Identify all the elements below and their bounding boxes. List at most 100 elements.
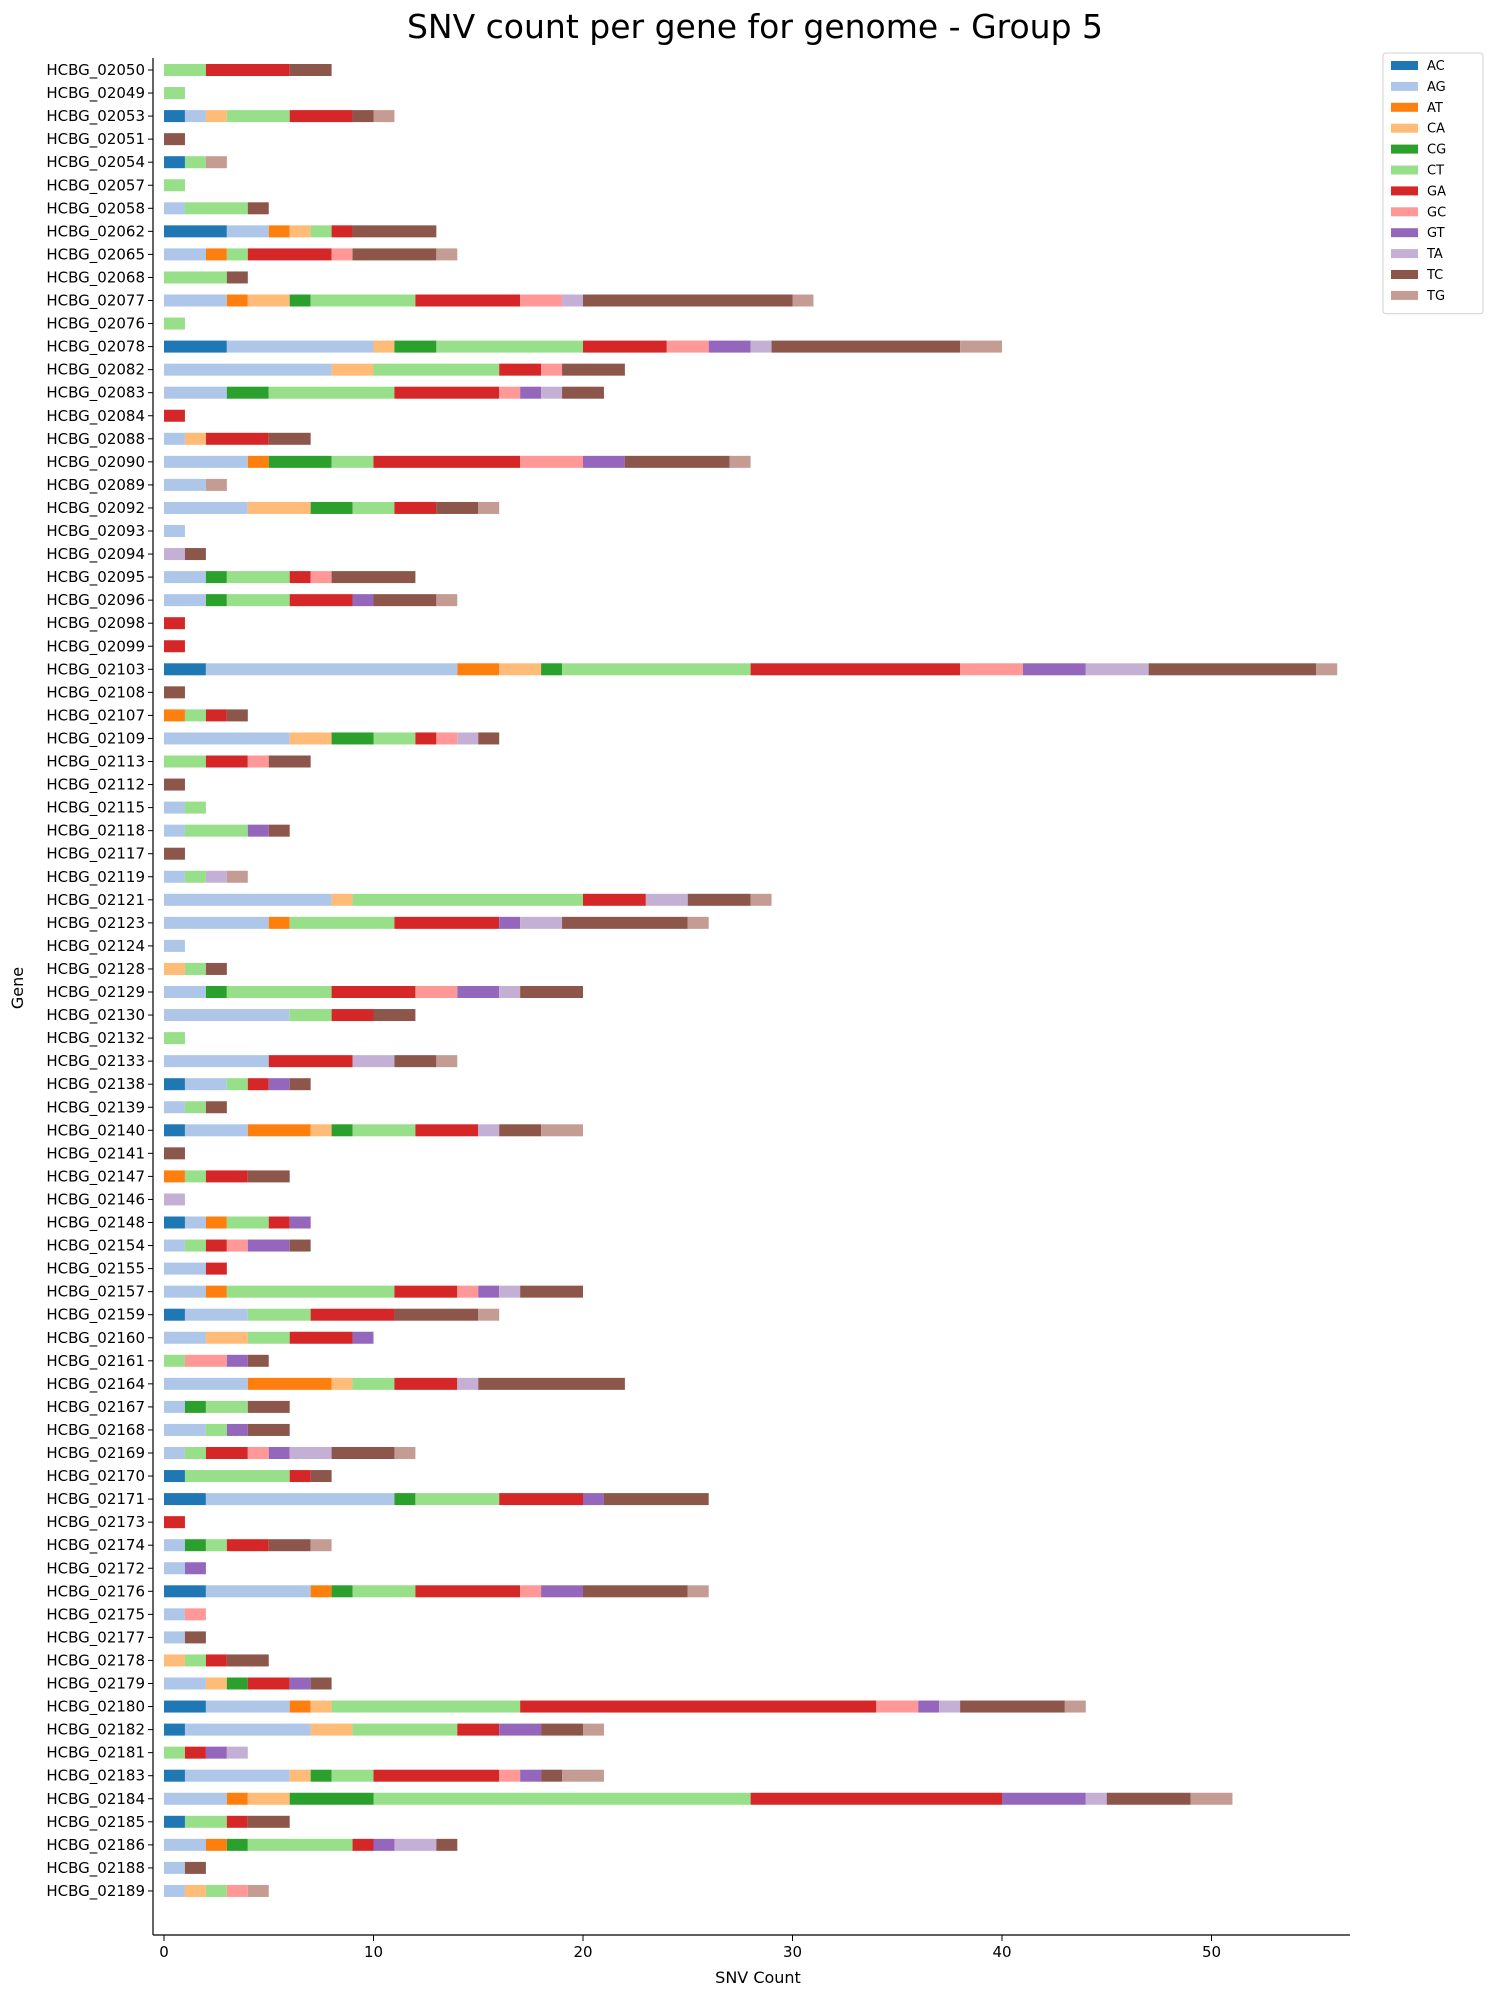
bar-segment-cg	[227, 387, 269, 399]
bar-segment-gt	[290, 1217, 311, 1229]
bar-segment-ag	[164, 1862, 185, 1874]
bar-segment-at	[206, 1217, 227, 1229]
bar-segment-ga	[206, 433, 269, 445]
bar-segment-gt	[1002, 1793, 1086, 1805]
bar-segment-ta	[499, 1286, 520, 1298]
bar-segment-gt	[248, 1240, 290, 1252]
y-tick-label: HCBG_02119	[46, 868, 145, 887]
bar-segment-ag	[164, 479, 206, 491]
bar-segment-ct	[436, 341, 583, 353]
bar-segment-ag	[164, 594, 206, 606]
bar-segment-tc	[164, 686, 185, 698]
y-tick-label: HCBG_02112	[46, 776, 145, 795]
bar-segment-gt	[499, 1724, 541, 1736]
y-tick-label: HCBG_02121	[46, 891, 145, 910]
bar-segment-ag	[164, 1240, 185, 1252]
bar-segment-at	[206, 1839, 227, 1851]
y-tick-label: HCBG_02175	[46, 1605, 145, 1624]
bar-segment-tc	[206, 963, 227, 975]
bar-segment-ga	[520, 1701, 876, 1713]
bar-segment-ct	[206, 1424, 227, 1436]
bar-segment-ag	[164, 917, 269, 929]
bar-segment-ct	[164, 1355, 185, 1367]
y-tick-label: HCBG_02180	[46, 1698, 145, 1717]
y-axis-title: Gene	[8, 967, 27, 1009]
bar-segment-ac	[164, 110, 185, 122]
bar-segment-tc	[583, 1585, 688, 1597]
bar-segment-cg	[290, 295, 311, 307]
bar-segment-ga	[415, 732, 436, 744]
bar-segment-tc	[185, 548, 206, 560]
bar-segment-ta	[562, 295, 583, 307]
bar-segment-cg	[227, 1678, 248, 1690]
y-tick-label: HCBG_02178	[46, 1651, 145, 1670]
bar-segment-tc	[604, 1493, 709, 1505]
bar-segment-gc	[520, 295, 562, 307]
bar-segment-ag	[164, 1055, 269, 1067]
bar-segment-ga	[206, 1240, 227, 1252]
bar-segment-gc	[520, 456, 583, 468]
y-tick-label: HCBG_02148	[46, 1214, 145, 1233]
bar-segment-gc	[311, 571, 332, 583]
bar-segment-tc	[541, 1724, 583, 1736]
bar-segment-ga	[332, 986, 416, 998]
bar-segment-tg	[583, 1724, 604, 1736]
bar-segment-ct	[290, 1009, 332, 1021]
bar-segment-ga	[332, 1009, 374, 1021]
bar-segment-cg	[311, 502, 353, 514]
y-tick-label: HCBG_02129	[46, 983, 145, 1002]
y-tick-label: HCBG_02128	[46, 960, 145, 979]
y-tick-label: HCBG_02171	[46, 1490, 145, 1509]
bar-segment-ag	[164, 364, 332, 376]
bar-segment-ac	[164, 225, 227, 237]
y-tick-label: HCBG_02155	[46, 1260, 145, 1279]
y-tick-label: HCBG_02058	[46, 199, 145, 218]
bar-segment-ca	[311, 1724, 353, 1736]
y-tick-label: HCBG_02164	[46, 1375, 145, 1394]
bar-segment-ta	[541, 387, 562, 399]
bar-segment-tc	[353, 248, 437, 260]
y-tick-label: HCBG_02053	[46, 107, 145, 126]
y-tick-label: HCBG_02051	[46, 130, 145, 149]
bar-segment-ag	[164, 295, 227, 307]
bar-segment-tg	[688, 1585, 709, 1597]
y-tick-label: HCBG_02068	[46, 268, 145, 287]
bar-segment-ga	[290, 571, 311, 583]
bar-segment-ga	[353, 1839, 374, 1851]
bar-segment-ag	[185, 1770, 290, 1782]
bar-segment-ag	[185, 110, 206, 122]
bar-segment-at	[248, 1378, 332, 1390]
bar-segment-ag	[164, 502, 248, 514]
bar-segment-ct	[164, 1032, 185, 1044]
x-tick-label: 10	[364, 1943, 383, 1961]
bar-segment-tc	[164, 779, 185, 791]
bar-segment-tc	[688, 894, 751, 906]
bar-segment-ct	[227, 1078, 248, 1090]
y-tick-label: HCBG_02099	[46, 637, 145, 656]
bar-segment-ca	[185, 1885, 206, 1897]
bar-segment-ct	[311, 225, 332, 237]
bar-segment-ag	[164, 732, 290, 744]
bar-segment-ca	[185, 433, 206, 445]
bar-segment-gc	[667, 341, 709, 353]
bar-segment-ct	[164, 64, 206, 76]
bar-segment-gc	[415, 986, 457, 998]
bar-segment-tc	[374, 594, 437, 606]
bar-segment-cg	[227, 1839, 248, 1851]
bar-segment-tc	[332, 1447, 395, 1459]
y-tick-label: HCBG_02118	[46, 822, 145, 841]
bar-segment-ag	[185, 1217, 206, 1229]
legend-label-ca: CA	[1427, 122, 1445, 137]
bar-segment-tg	[1065, 1701, 1086, 1713]
bar-segment-ca	[332, 364, 374, 376]
bar-segment-ag	[164, 525, 185, 537]
bar-segment-ga	[394, 1286, 457, 1298]
bar-segment-ga	[164, 410, 185, 422]
bar-segment-ga	[227, 1816, 248, 1828]
bar-segment-ct	[248, 1332, 290, 1344]
bar-segment-ca	[206, 1332, 248, 1344]
bar-segment-gt	[353, 1332, 374, 1344]
y-tick-label: HCBG_02173	[46, 1513, 145, 1532]
bar-segment-ca	[164, 1654, 185, 1666]
